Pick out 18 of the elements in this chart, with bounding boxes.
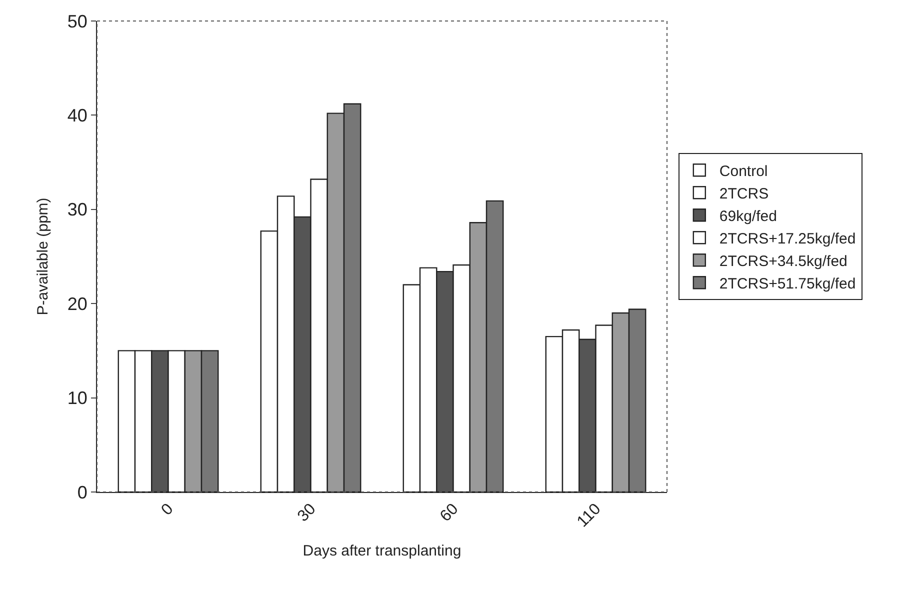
x-tick-label: 60	[437, 500, 462, 526]
legend-label: Control	[719, 162, 768, 180]
x-tick-label: 30	[294, 500, 320, 526]
y-axis-title: P-available (ppm)	[34, 198, 52, 316]
y-tick-label: 30	[67, 200, 88, 220]
y-tick-label: 50	[67, 11, 88, 32]
y-tick-label: 10	[67, 388, 88, 408]
legend-label: 2TCRS	[719, 185, 769, 202]
legend-label: 2TCRS+17.25kg/fed	[719, 230, 856, 248]
x-tick-label: 0	[158, 500, 177, 519]
y-tick-label: 0	[77, 482, 88, 502]
x-tick-label: 110	[574, 500, 604, 531]
legend-label: 2TCRS+34.5kg/fed	[719, 252, 848, 270]
y-tick-label: 40	[67, 106, 88, 126]
y-tick-label: 20	[67, 294, 88, 314]
x-axis-title: Days after transplanting	[302, 542, 462, 560]
legend-label: 69kg/fed	[719, 208, 777, 225]
legend-label: 2TCRS+51.75kg/fed	[719, 275, 856, 292]
